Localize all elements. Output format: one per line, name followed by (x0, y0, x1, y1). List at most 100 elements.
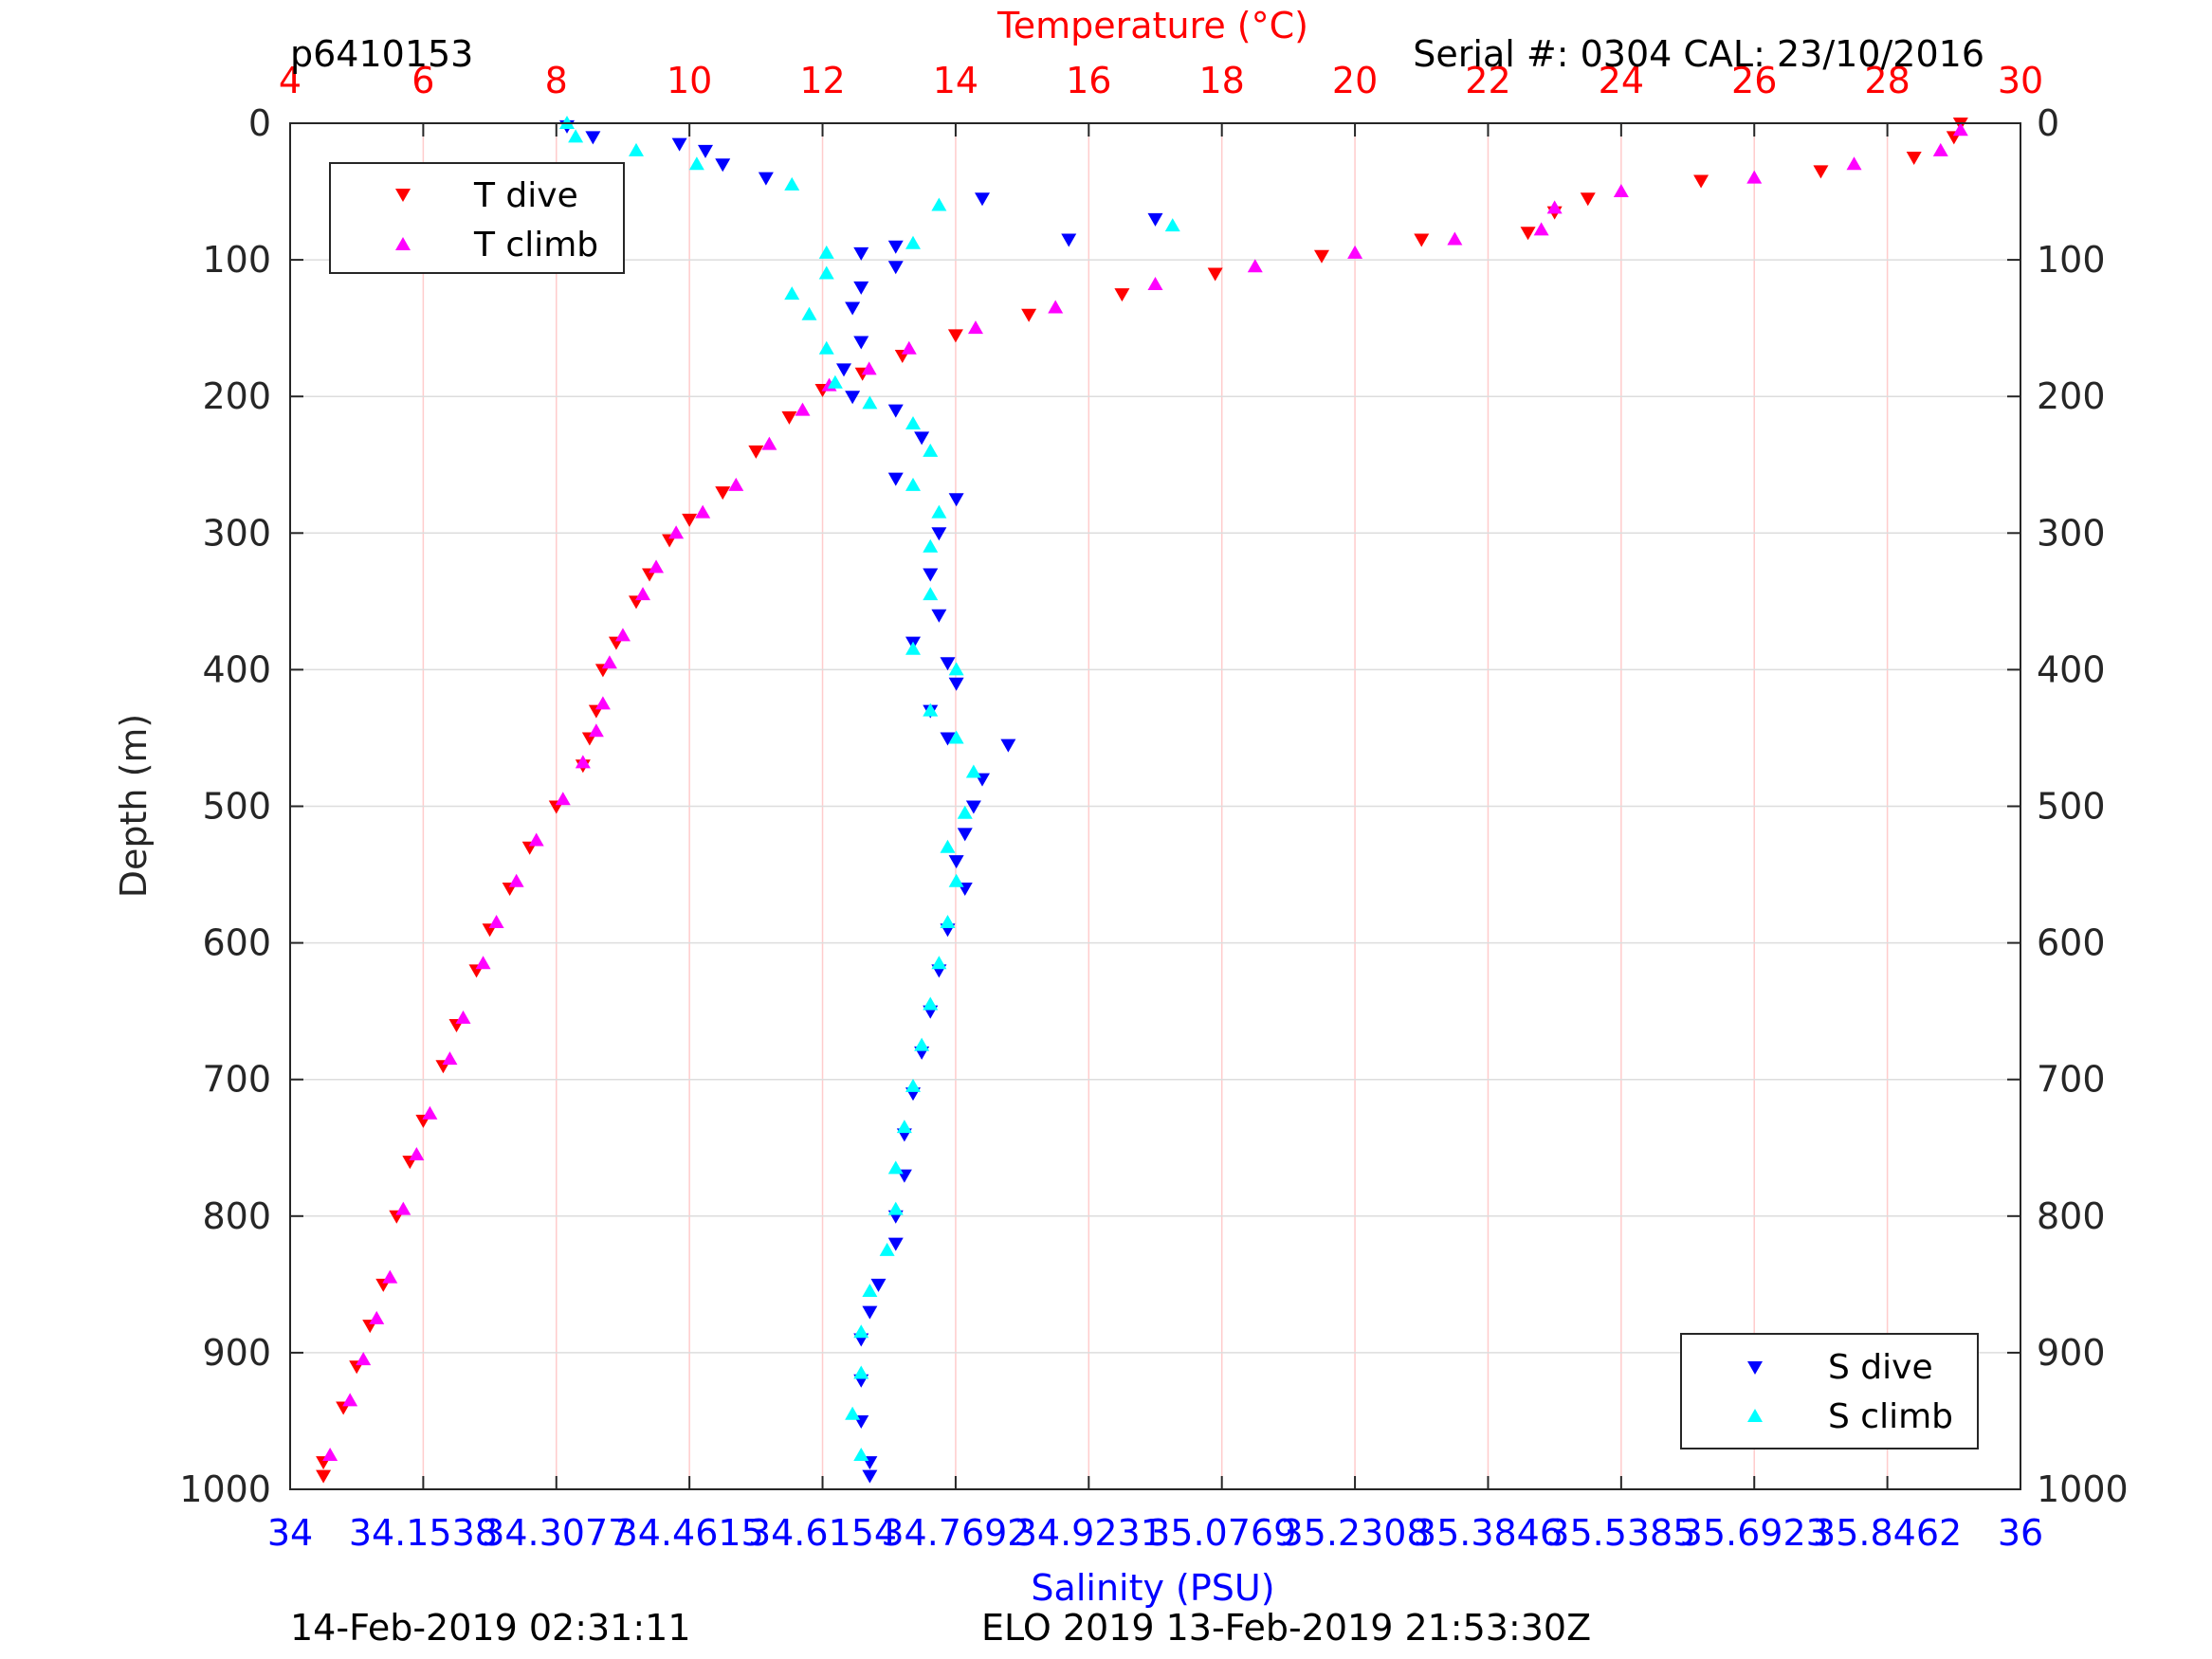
series-layer (316, 116, 1968, 1484)
s-dive-point (887, 472, 904, 486)
s-climb-point (827, 374, 843, 389)
s-dive-point (948, 677, 964, 691)
s-climb-point (957, 805, 973, 819)
depth-tick-label-left: 400 (202, 648, 271, 690)
depth-tick-label-right: 100 (2037, 239, 2106, 281)
s-climb-point (818, 265, 834, 280)
t-climb-point (967, 320, 983, 335)
depth-tick-label-right: 700 (2037, 1059, 2106, 1101)
t-climb-point (382, 1269, 398, 1284)
s-dive-point (887, 404, 904, 418)
t-dive-point (1580, 192, 1596, 207)
s-dive-point (965, 800, 981, 814)
temperature-tick-label: 16 (1066, 60, 1111, 101)
salinity-tick-label: 34.6154 (748, 1512, 897, 1554)
s-climb-point (862, 395, 878, 410)
s-climb-series (559, 116, 1180, 1461)
t-climb-point (1247, 259, 1263, 273)
salinity-tick-label: 34.4615 (615, 1512, 764, 1554)
s-climb-point (887, 1201, 904, 1215)
s-climb-point (948, 873, 964, 887)
s-climb-point (879, 1242, 895, 1256)
temperature-legend-box (329, 162, 625, 274)
t-dive-point (748, 445, 764, 459)
t-climb-point (1846, 156, 1862, 171)
t-climb-point (635, 587, 651, 601)
t-climb-point (1746, 170, 1763, 184)
s-climb-point (905, 1078, 921, 1092)
temperature-tick-label: 18 (1199, 60, 1245, 101)
footer-info: ELO 2019 13-Feb-2019 21:53:30Z (981, 1607, 1591, 1649)
depth-tick-label-left: 200 (202, 375, 271, 417)
temperature-tick-label: 14 (933, 60, 978, 101)
s-climb-point (923, 587, 939, 601)
depth-tick-label-left: 100 (202, 239, 271, 281)
s-climb-point (923, 443, 939, 457)
salinity-tick-label: 35.2308 (1281, 1512, 1430, 1554)
s-dive-point (887, 1237, 904, 1251)
axes: 4 6 8 10 12 14 16 18 20 22 24 26 28 30 34 34.153834.307… (179, 60, 2128, 1554)
depth-tick-label-left: 500 (202, 786, 271, 828)
s-climb-point (896, 1120, 912, 1134)
depth-tick-label-left: 600 (202, 922, 271, 964)
temperature-tick-label: 22 (1465, 60, 1510, 101)
t-dive-point (1693, 174, 1709, 189)
t-dive-point (1207, 267, 1223, 282)
s-climb-point (948, 662, 964, 676)
t-climb-point (1932, 142, 1948, 156)
salinity-legend: S dive S climb (1680, 1333, 1979, 1449)
s-dive-point (585, 131, 601, 145)
s-dive-point (870, 1278, 887, 1292)
s-climb-point (818, 340, 834, 355)
s-dive-point (887, 261, 904, 275)
salinity-tick-label: 35.5385 (1546, 1512, 1695, 1554)
s-dive-point (931, 609, 947, 623)
t-dive-point (1414, 233, 1430, 247)
depth-tick-label-right: 1000 (2037, 1468, 2129, 1510)
t-climb-point (1347, 245, 1363, 259)
t-climb-point (342, 1393, 358, 1407)
s-dive-point (715, 158, 731, 173)
t-dive-point (1313, 249, 1329, 264)
t-climb-point (455, 1010, 471, 1024)
s-climb-point (1164, 218, 1180, 232)
s-dive-point (836, 363, 851, 377)
s-climb-point (568, 129, 584, 143)
s-climb-point (923, 996, 939, 1011)
s-climb-point (862, 1284, 878, 1298)
depth-tick-label-left: 1000 (179, 1468, 271, 1510)
t-climb-point (322, 1447, 338, 1461)
t-climb-point (761, 436, 777, 450)
s-climb-point (853, 1365, 869, 1379)
salinity-legend-box (1680, 1333, 1979, 1449)
s-dive-point (887, 240, 904, 254)
depth-tick-label-right: 600 (2037, 922, 2106, 964)
t-climb-point (528, 832, 544, 847)
footer-timestamp: 14-Feb-2019 02:31:11 (290, 1607, 691, 1649)
t-dive-point (1114, 288, 1130, 302)
s-climb-point (914, 1037, 930, 1051)
t-climb-point (728, 477, 744, 491)
t-dive-point (1906, 152, 1922, 166)
header-profile-id: p6410153 (290, 33, 473, 75)
s-dive-point (862, 1469, 878, 1484)
s-dive-point (931, 527, 947, 541)
s-dive-legend-marker (1747, 1361, 1763, 1375)
s-dive-legend-label: S dive (1828, 1348, 1933, 1387)
temperature-tick-label: 28 (1864, 60, 1910, 101)
t-climb-series (322, 122, 1968, 1461)
temperature-axis-title: Temperature (°C) (996, 5, 1308, 46)
s-climb-point (853, 1324, 869, 1339)
s-dive-point (1061, 233, 1077, 247)
t-climb-point (475, 956, 491, 970)
temperature-tick-label: 6 (411, 60, 434, 101)
s-dive-point (853, 336, 869, 350)
salinity-tick-label: 35.6923 (1680, 1512, 1829, 1554)
s-climb-point (905, 477, 921, 491)
depth-tick-label-right: 300 (2037, 512, 2106, 554)
t-climb-point (395, 1201, 411, 1215)
s-climb-point (940, 914, 956, 928)
t-climb-point (409, 1146, 425, 1160)
s-dive-point (853, 246, 869, 261)
salinity-tick-label: 34.9231 (1015, 1512, 1163, 1554)
